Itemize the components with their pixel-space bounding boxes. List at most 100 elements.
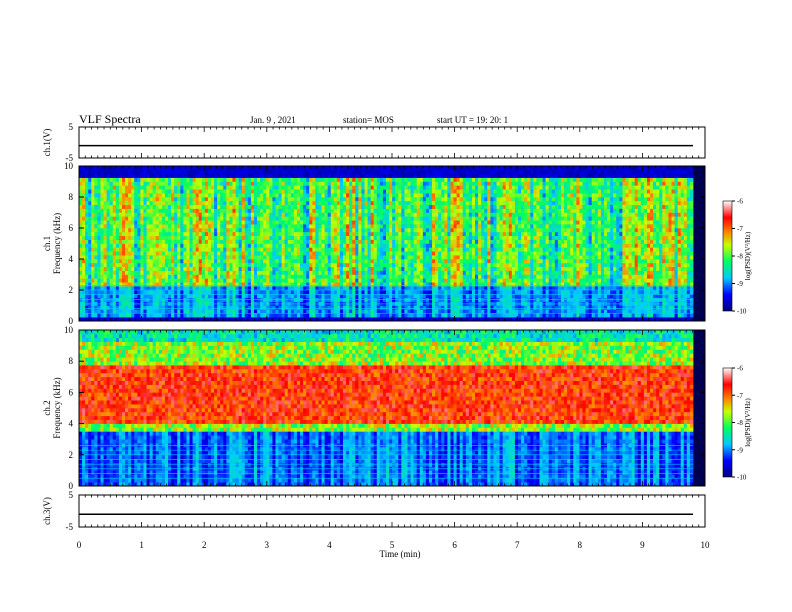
- spectrogram-cell: [290, 274, 295, 279]
- spectrogram-cell: [370, 185, 375, 190]
- spectrogram-cell: [214, 259, 218, 264]
- spectrogram-cell: [333, 181, 338, 186]
- spectrogram-cell: [186, 313, 190, 318]
- spectrogram-cell: [419, 169, 424, 175]
- spectrogram-cell: [444, 290, 448, 295]
- spectrogram-cell: [217, 247, 221, 252]
- spectrogram-cell: [235, 185, 240, 190]
- spectrogram-cell: [315, 235, 319, 240]
- spectrogram-cell: [171, 231, 175, 237]
- spectrogram-cell: [324, 286, 329, 291]
- spectrogram-cell: [192, 239, 197, 244]
- spectrogram-cell: [419, 309, 424, 314]
- spectrogram-cell: [183, 212, 187, 217]
- spectrogram-cell: [367, 228, 372, 233]
- spectrogram-cell: [287, 278, 292, 283]
- spectrogram-cell: [134, 200, 138, 206]
- spectrogram-cell: [79, 212, 83, 217]
- spectrogram-cell: [346, 293, 350, 299]
- spectrogram-cell: [189, 173, 193, 178]
- spectrogram-cell: [306, 239, 310, 244]
- spectrogram-cell: [214, 282, 218, 287]
- spectrogram-cell: [164, 282, 169, 287]
- spectrogram-cell: [398, 317, 402, 322]
- spectrogram-cell: [333, 243, 338, 248]
- spectrogram-cell: [94, 313, 98, 318]
- spectrogram-cell: [358, 169, 362, 175]
- spectrogram-cell: [217, 282, 221, 287]
- spectrogram-cell: [91, 212, 95, 217]
- spectrogram-cell: [367, 317, 372, 322]
- spectrogram-cell: [217, 317, 221, 322]
- spectrogram-cell: [91, 185, 95, 190]
- spectrogram-cell: [419, 239, 424, 244]
- spectrogram-cell: [257, 169, 261, 175]
- spectrogram-cell: [376, 231, 381, 237]
- spectrogram-cell: [428, 224, 433, 229]
- spectrogram-cell: [441, 173, 445, 178]
- spectrogram-cell: [171, 255, 175, 260]
- spectrogram-cell: [379, 177, 384, 182]
- spectrogram-cell: [235, 189, 240, 194]
- spectrogram-cell: [330, 262, 335, 268]
- spectrogram-cell: [303, 181, 307, 186]
- spectrogram-cell: [336, 309, 341, 314]
- spectrogram-cell: [155, 231, 160, 237]
- spectrogram-cell: [146, 169, 151, 175]
- spectrogram-cell: [432, 290, 436, 295]
- spectrogram-cell: [186, 251, 190, 256]
- spectrogram-cell: [287, 200, 292, 206]
- spectrogram-cell: [281, 185, 286, 190]
- spectrogram-cell: [134, 282, 138, 287]
- spectrogram-cell: [143, 251, 147, 256]
- spectrogram-cell: [128, 197, 132, 202]
- spectrogram-cell: [324, 231, 329, 237]
- spectrogram-cell: [355, 309, 359, 314]
- spectrogram-cell: [441, 251, 445, 256]
- spectrogram-cell: [250, 239, 255, 244]
- spectrogram-cell: [373, 216, 378, 221]
- spectrogram-cell: [416, 197, 421, 202]
- spectrogram-cell: [88, 235, 92, 240]
- spectrogram-cell: [379, 185, 384, 190]
- spectrogram-cell: [82, 278, 86, 283]
- spectrogram-cell: [386, 305, 390, 310]
- spectrogram-cell: [281, 262, 286, 268]
- spectrogram-cell: [373, 204, 378, 209]
- spectrogram-cell: [235, 262, 240, 268]
- spectrogram-cell: [441, 270, 445, 275]
- spectrogram-cell: [164, 224, 169, 229]
- spectrogram-cell: [416, 224, 421, 229]
- spectrogram-cell: [358, 309, 362, 314]
- spectrogram-cell: [336, 169, 341, 175]
- spectrogram-cell: [143, 270, 147, 275]
- spectrogram-cell: [425, 220, 430, 225]
- spectrogram-cell: [238, 204, 243, 209]
- spectrogram-cell: [413, 255, 418, 260]
- spectrogram-cell: [211, 282, 215, 287]
- spectrogram-cell: [306, 216, 310, 221]
- spectrogram-cell: [91, 259, 95, 264]
- spectrogram-cell: [333, 290, 338, 295]
- spectrogram-cell: [416, 262, 421, 268]
- spectrogram-cell: [85, 189, 89, 194]
- spectrogram-cell: [226, 193, 230, 198]
- spectrogram-cell: [121, 212, 126, 217]
- spectrogram-cell: [253, 220, 258, 225]
- spectrogram-cell: [358, 181, 362, 186]
- spectrogram-cell: [257, 208, 261, 213]
- spectrogram-cell: [121, 177, 126, 182]
- spectrogram-cell: [140, 266, 144, 271]
- spectrogram-cell: [269, 197, 273, 202]
- spectrogram-cell: [189, 270, 193, 275]
- spectrogram-cell: [303, 278, 307, 283]
- spectrogram-cell: [168, 189, 172, 194]
- spectrogram-cell: [441, 197, 445, 202]
- spectrogram-cell: [164, 255, 169, 260]
- spectrogram-cell: [373, 181, 378, 186]
- spectrogram-cell: [201, 181, 206, 186]
- spectrogram-cell: [88, 166, 92, 171]
- spectrogram-cell: [370, 297, 375, 302]
- spectrogram-cell: [109, 193, 114, 198]
- spectrogram-cell: [309, 173, 313, 178]
